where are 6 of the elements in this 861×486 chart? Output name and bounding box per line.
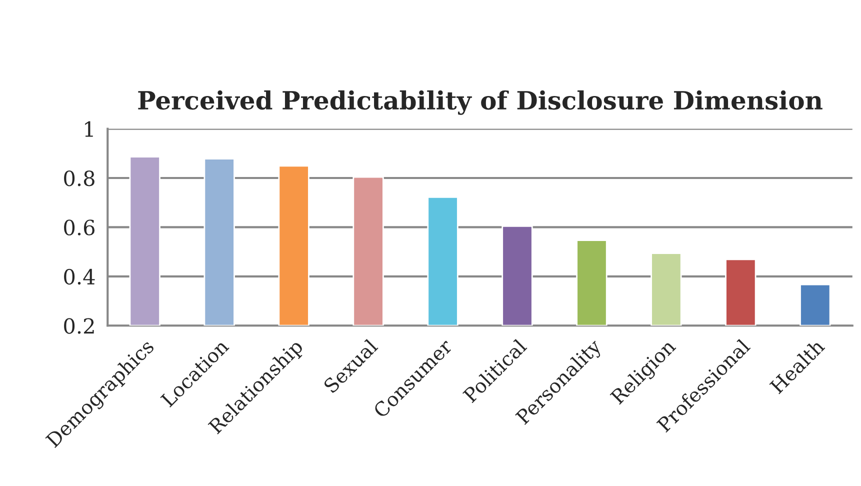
y-tick-label: 0.8 [64, 170, 94, 186]
y-tick-label: 1 [85, 121, 93, 137]
y-tick-label: 0.4 [64, 268, 95, 285]
y-tick-label: 0.2 [64, 318, 94, 334]
chart-title: Perceived Predictability of Disclosure Dimension [138, 90, 822, 115]
y-tick-label: 0.6 [64, 220, 95, 236]
